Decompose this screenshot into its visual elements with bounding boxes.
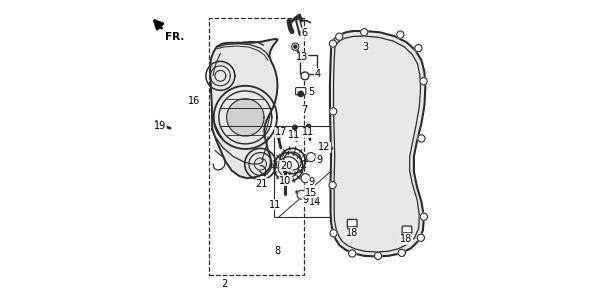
Text: FR.: FR.	[165, 32, 184, 42]
Circle shape	[398, 249, 405, 256]
Circle shape	[418, 135, 425, 142]
Circle shape	[306, 124, 311, 129]
Text: 11: 11	[302, 127, 314, 138]
Text: 2: 2	[221, 279, 227, 290]
Text: 9: 9	[303, 195, 309, 205]
Circle shape	[329, 40, 336, 47]
FancyBboxPatch shape	[402, 226, 412, 239]
Circle shape	[306, 153, 316, 162]
Polygon shape	[330, 31, 425, 256]
Circle shape	[298, 91, 303, 97]
Text: 5: 5	[309, 87, 314, 97]
Circle shape	[375, 252, 382, 259]
Circle shape	[396, 31, 404, 38]
Bar	[274, 126, 333, 217]
Circle shape	[336, 33, 343, 40]
Circle shape	[417, 234, 424, 241]
Text: 11: 11	[289, 130, 300, 141]
Circle shape	[293, 125, 297, 129]
Circle shape	[420, 78, 427, 85]
Text: 20: 20	[280, 160, 292, 171]
Circle shape	[330, 108, 337, 115]
Circle shape	[322, 145, 327, 151]
Circle shape	[329, 182, 336, 189]
Polygon shape	[210, 39, 277, 178]
Circle shape	[360, 29, 368, 36]
Text: 18: 18	[400, 234, 412, 244]
Circle shape	[301, 174, 310, 183]
Bar	[209, 18, 304, 275]
Circle shape	[330, 230, 337, 237]
Text: 19: 19	[154, 121, 166, 132]
Text: 11: 11	[269, 200, 281, 210]
Text: 17: 17	[275, 127, 287, 138]
FancyBboxPatch shape	[300, 55, 317, 74]
FancyBboxPatch shape	[348, 219, 357, 232]
Text: 9: 9	[316, 154, 322, 165]
Text: 12: 12	[319, 142, 330, 153]
Text: 4: 4	[314, 69, 320, 79]
Text: 18: 18	[346, 228, 358, 238]
Text: 13: 13	[296, 52, 308, 62]
Circle shape	[297, 190, 306, 199]
Text: 7: 7	[301, 105, 307, 115]
Circle shape	[349, 250, 356, 257]
Text: 8: 8	[274, 246, 280, 256]
Polygon shape	[227, 99, 264, 136]
Circle shape	[277, 132, 281, 135]
Circle shape	[301, 72, 309, 80]
Circle shape	[275, 130, 283, 138]
Text: 15: 15	[305, 188, 317, 198]
Text: 6: 6	[301, 28, 307, 38]
Circle shape	[309, 188, 315, 194]
Circle shape	[277, 133, 281, 137]
Text: 16: 16	[188, 96, 200, 106]
Circle shape	[294, 45, 297, 48]
Text: 21: 21	[255, 178, 268, 189]
Circle shape	[415, 45, 422, 52]
Text: 10: 10	[279, 175, 291, 186]
FancyBboxPatch shape	[296, 88, 306, 95]
Circle shape	[420, 213, 427, 220]
Text: 14: 14	[309, 197, 322, 207]
Circle shape	[291, 43, 299, 50]
Text: 3: 3	[363, 42, 369, 52]
Text: 9: 9	[309, 177, 314, 187]
